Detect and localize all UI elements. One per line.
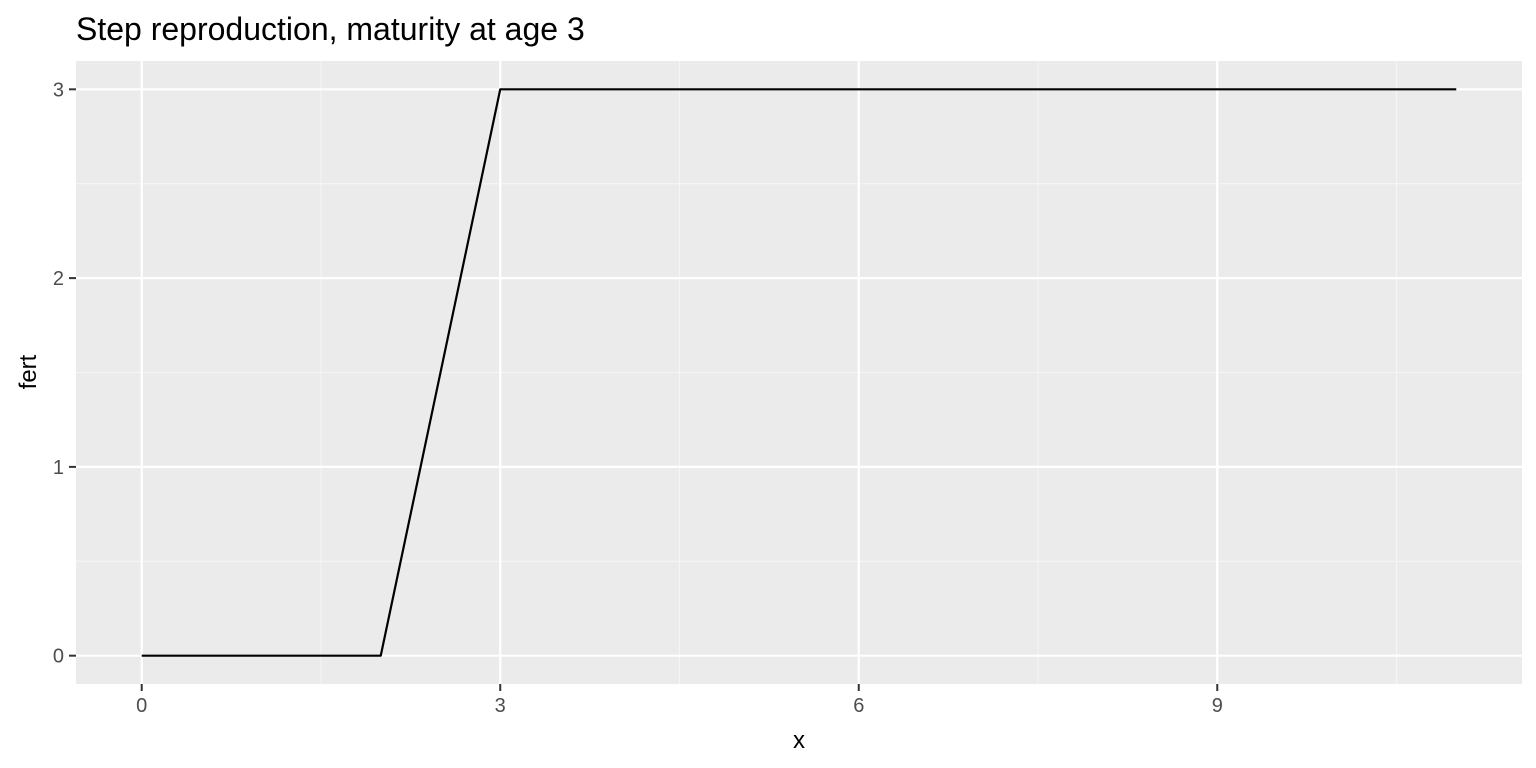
y-tick-label: 0 xyxy=(53,646,64,668)
x-tick-label: 9 xyxy=(1212,695,1223,717)
chart-title: Step reproduction, maturity at age 3 xyxy=(76,11,585,47)
x-axis: 0 3 6 9 xyxy=(136,684,1223,717)
y-tick-label: 3 xyxy=(53,79,64,101)
x-tick-label: 0 xyxy=(136,695,147,717)
y-axis: 0 1 2 3 xyxy=(53,79,76,668)
x-tick-label: 3 xyxy=(495,695,506,717)
y-tick-label: 2 xyxy=(53,268,64,290)
grid-minor xyxy=(76,61,1522,684)
series-line xyxy=(141,88,1457,657)
x-tick-label: 6 xyxy=(853,695,864,717)
y-axis-title: fert xyxy=(15,354,42,389)
y-tick-label: 1 xyxy=(53,457,64,479)
series-layer xyxy=(141,88,1457,657)
x-axis-title: x xyxy=(793,727,805,754)
